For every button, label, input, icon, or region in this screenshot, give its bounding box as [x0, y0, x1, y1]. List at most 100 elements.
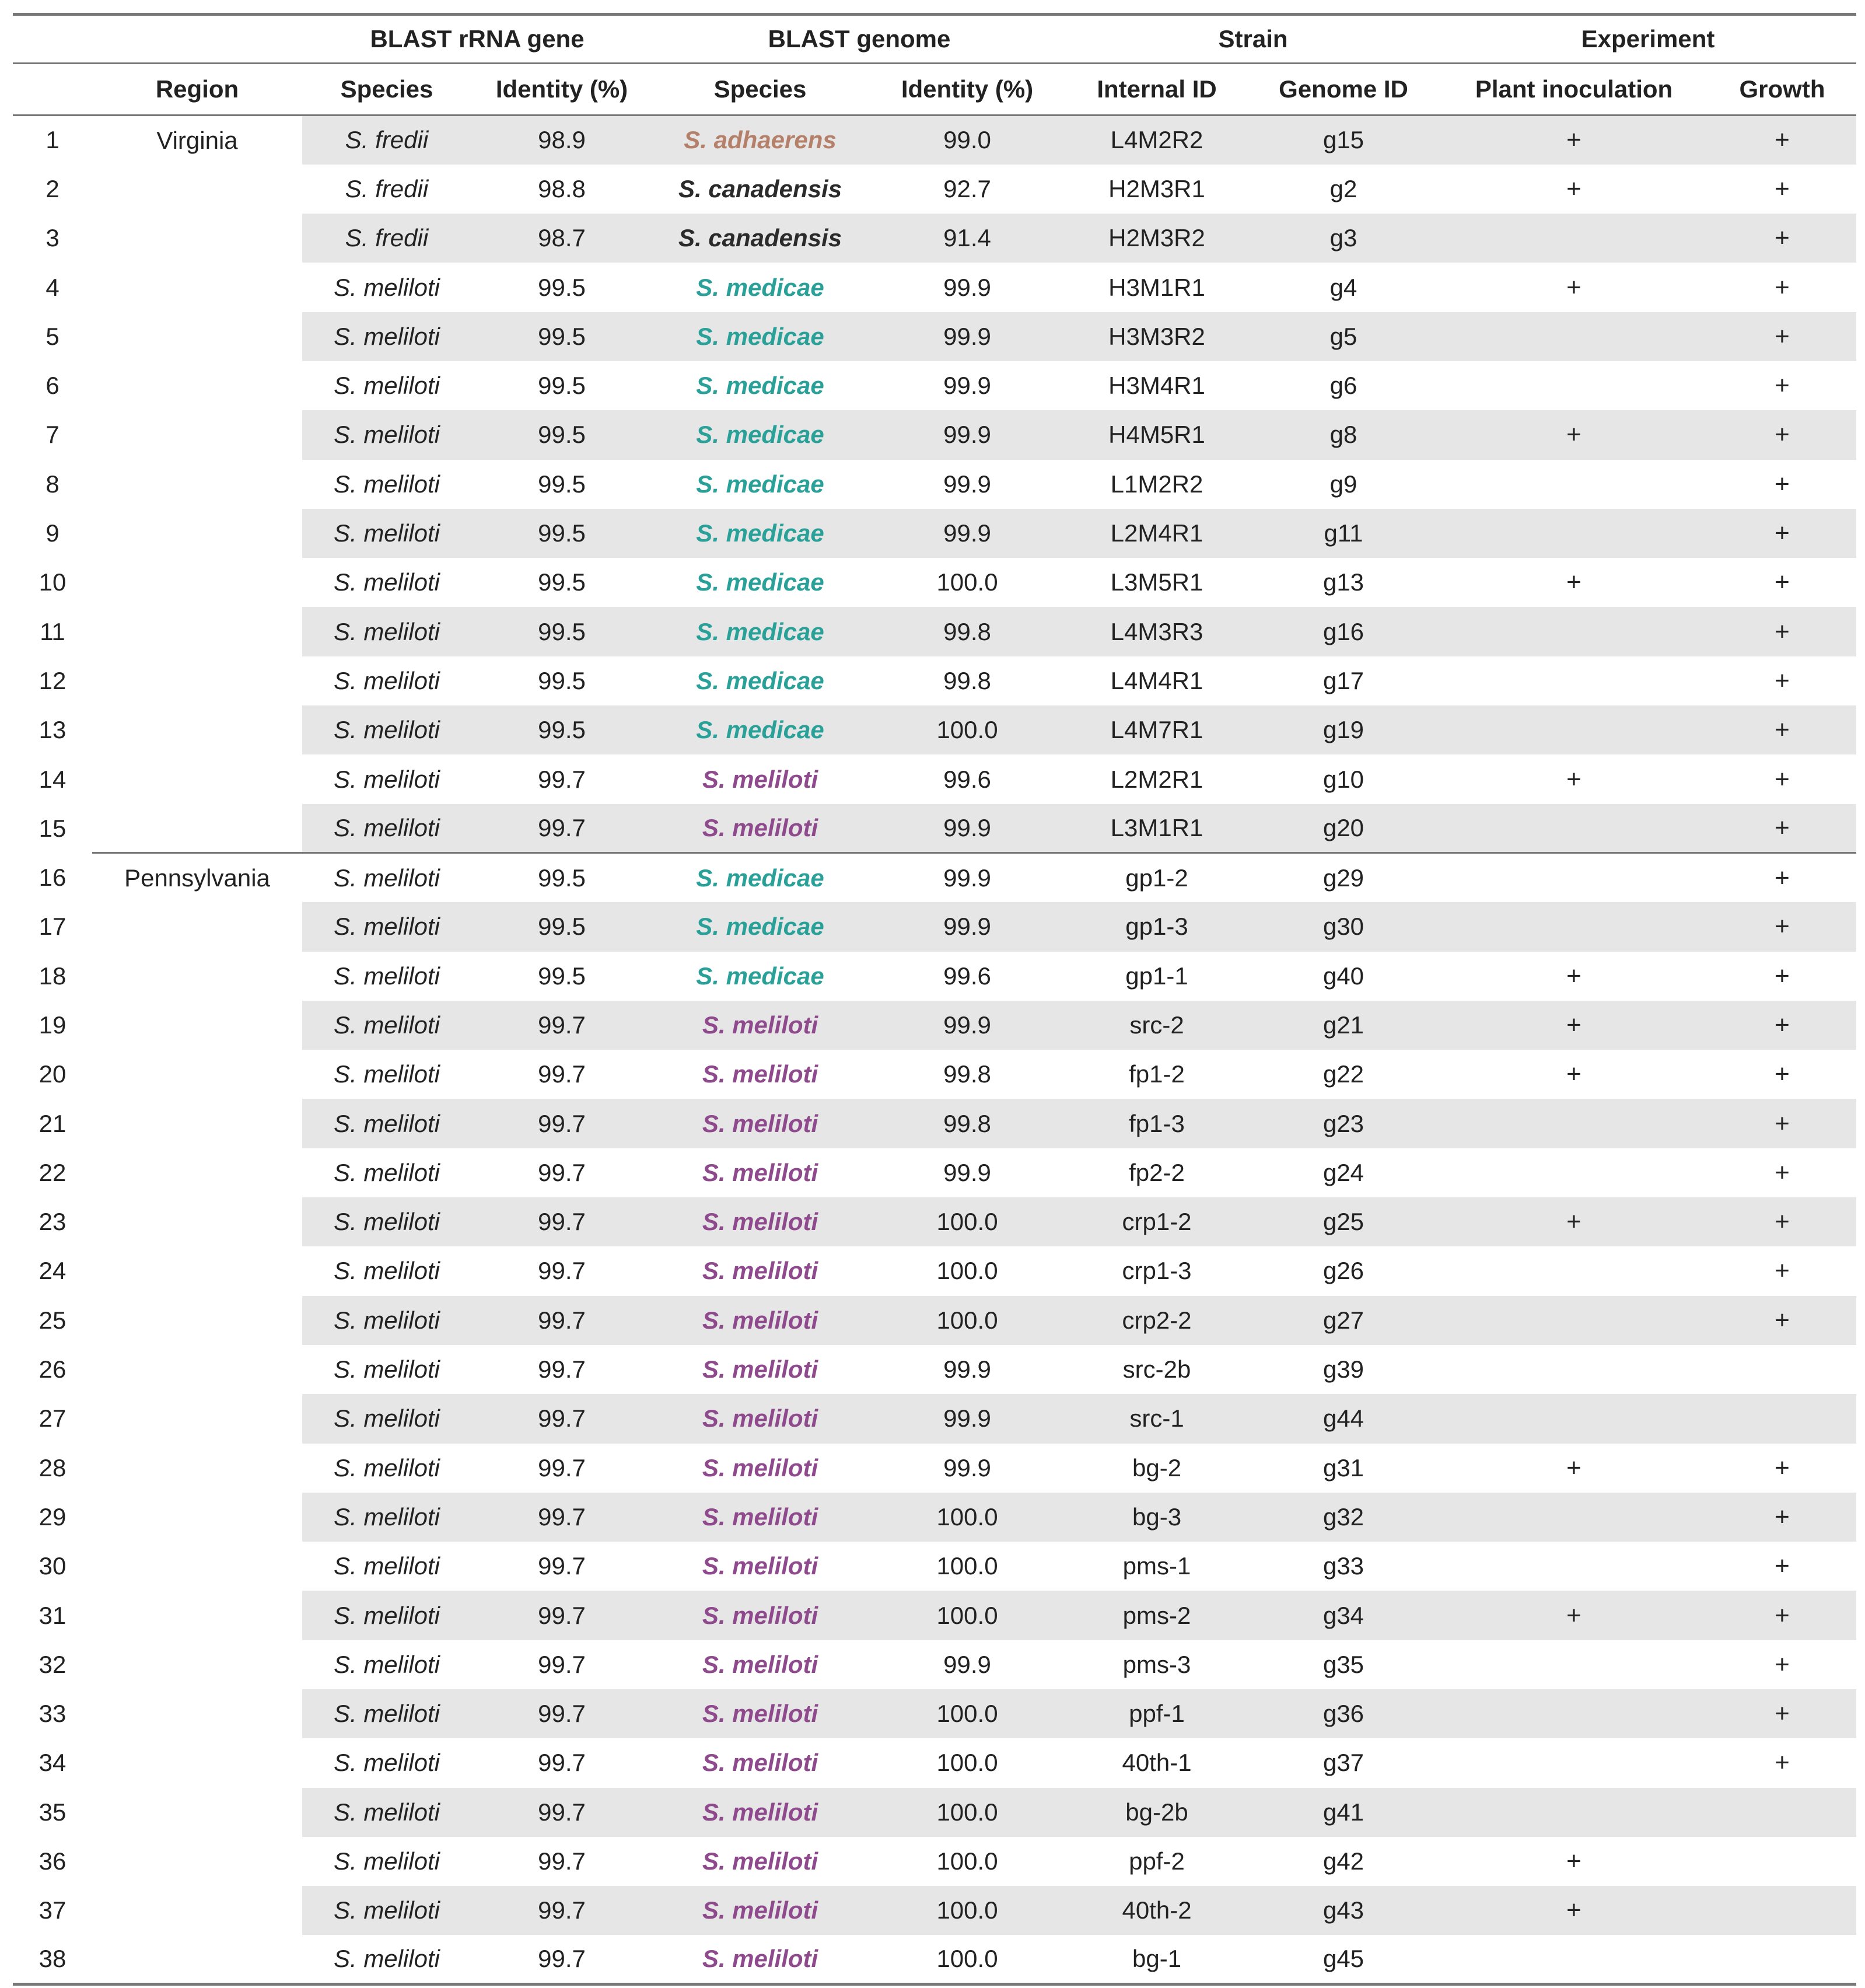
header-rrna-identity: Identity (%)	[471, 62, 653, 116]
growth: +	[1775, 1748, 1790, 1777]
genome-id: g43	[1247, 1886, 1440, 1935]
genome-identity: 99.8	[868, 607, 1067, 656]
genome-identity: 100.0	[936, 568, 998, 596]
rrna-species: S. meliloti	[302, 607, 471, 656]
plant-inoculation	[1440, 1738, 1708, 1787]
plant-inoculation: +	[1566, 272, 1581, 302]
genome-species: S. meliloti	[652, 1787, 869, 1837]
genome-species: S. meliloti	[702, 1454, 818, 1482]
genome-species: S. meliloti	[652, 1099, 869, 1148]
genome-id: g25	[1247, 1197, 1440, 1247]
header-group-rrna: BLAST rRNA gene	[302, 13, 653, 64]
growth: +	[1708, 1197, 1857, 1247]
row-number: 19	[39, 1011, 67, 1039]
plant-inoculation	[1440, 1689, 1709, 1739]
rrna-identity: 99.7	[538, 1158, 586, 1186]
plant-inoculation: +	[1440, 410, 1709, 460]
row-number: 30	[39, 1552, 67, 1580]
table-row: 27 S. meliloti 99.7 S. meliloti 99.9 src-1 g44	[13, 1394, 1857, 1444]
genome-identity: 100.0	[936, 1257, 998, 1285]
internal-id: bg-3	[1066, 1492, 1248, 1542]
rrna-identity: 99.7	[538, 765, 586, 793]
plant-inoculation	[1440, 803, 1709, 853]
genome-id: g39	[1322, 1355, 1364, 1383]
rrna-species: S. meliloti	[302, 803, 471, 853]
growth: +	[1708, 705, 1857, 755]
genome-identity: 100.0	[868, 1689, 1067, 1739]
rrna-identity: 99.5	[538, 962, 586, 990]
rrna-species: S. meliloti	[302, 1787, 471, 1837]
rrna-identity: 99.5	[471, 508, 653, 558]
genome-identity: 99.9	[943, 273, 991, 301]
row-number: 9	[46, 519, 60, 547]
genome-identity: 99.9	[943, 1355, 991, 1383]
growth: +	[1775, 1650, 1790, 1679]
rrna-species: S. fredii	[302, 115, 471, 165]
internal-id: gp1-3	[1066, 902, 1248, 952]
rrna-species: S. meliloti	[302, 1394, 471, 1444]
internal-id: pms-3	[1122, 1650, 1191, 1678]
growth	[1708, 1394, 1857, 1444]
genome-species: S. medicae	[652, 410, 869, 460]
genome-id: g9	[1329, 470, 1357, 498]
plant-inoculation: +	[1566, 568, 1581, 597]
genome-identity: 99.9	[943, 1650, 991, 1678]
internal-id: L2M2R1	[1110, 765, 1203, 793]
table-row: 3 S. fredii 98.7 S. canadensis 91.4 H2M3R2 g3 +	[13, 214, 1857, 263]
row-number: 38	[13, 1935, 92, 1986]
rrna-identity: 99.5	[471, 902, 653, 952]
rrna-identity: 99.7	[471, 1000, 653, 1050]
genome-identity: 100.0	[868, 1886, 1067, 1935]
rrna-identity: 99.7	[538, 1257, 586, 1285]
growth: +	[1708, 1689, 1857, 1739]
internal-id: ppf-2	[1129, 1847, 1185, 1875]
rrna-identity: 99.7	[538, 1355, 586, 1383]
plant-inoculation	[1440, 1492, 1709, 1542]
genome-species: S. meliloti	[702, 1552, 818, 1580]
rrna-identity: 99.7	[471, 1394, 653, 1444]
internal-id: L2M4R1	[1066, 508, 1248, 558]
rrna-species: S. meliloti	[302, 1591, 471, 1640]
growth: +	[1775, 1158, 1790, 1187]
row-number: 7	[46, 421, 60, 449]
rrna-identity: 99.7	[471, 803, 653, 853]
table-row: 16 Pennsylvania S. meliloti 99.5 S. medicae 9…	[13, 852, 1857, 1986]
plant-inoculation: +	[1566, 1060, 1581, 1089]
internal-id: fp2-2	[1129, 1158, 1185, 1186]
genome-id: g34	[1247, 1591, 1440, 1640]
rrna-identity: 99.7	[538, 1552, 586, 1580]
internal-id: L1M2R2	[1110, 470, 1203, 498]
table-row: 1 Virginia S. fredii 98.9 S. adhaerens 99.0 L4…	[13, 115, 1857, 165]
genome-species: S. meliloti	[652, 1689, 869, 1739]
table-row: 33 S. meliloti 99.7 S. meliloti 100.0 ppf-1 g3…	[13, 1689, 1857, 1739]
genome-id: g23	[1247, 1099, 1440, 1148]
internal-id: fp1-3	[1066, 1099, 1248, 1148]
genome-species: S. meliloti	[652, 1492, 869, 1542]
growth: +	[1708, 1000, 1857, 1050]
rrna-identity: 99.7	[471, 1886, 653, 1935]
genome-species: S. meliloti	[652, 1935, 869, 1986]
table-row: 12 S. meliloti 99.5 S. medicae 99.8 L4M4R1 g17…	[13, 656, 1856, 705]
region-cell: Pennsylvania	[92, 852, 302, 1986]
table-row: 25 S. meliloti 99.7 S. meliloti 100.0 crp2-2 g…	[13, 1295, 1857, 1345]
genome-identity: 99.8	[943, 666, 991, 694]
internal-id: H4M5R1	[1066, 410, 1248, 460]
genome-id: g6	[1329, 372, 1357, 400]
genome-identity: 99.9	[868, 1000, 1067, 1050]
genome-species: S. meliloti	[702, 1060, 818, 1088]
growth: +	[1775, 1453, 1790, 1482]
growth	[1708, 1345, 1856, 1394]
row-number: 28	[39, 1454, 67, 1482]
internal-id: pms-2	[1066, 1591, 1248, 1640]
plant-inoculation	[1440, 214, 1709, 263]
row-number: 37	[39, 1896, 67, 1924]
genome-species: S. meliloti	[652, 1000, 869, 1050]
genome-identity: 99.9	[868, 852, 1067, 903]
genome-species: S. meliloti	[702, 1355, 818, 1383]
genome-species: S. canadensis	[678, 174, 842, 202]
rrna-species: S. meliloti	[302, 1197, 471, 1247]
rrna-identity: 99.7	[471, 1197, 653, 1247]
growth: +	[1775, 371, 1790, 400]
row-number: 17	[39, 913, 67, 941]
table-row: 29 S. meliloti 99.7 S. meliloti 100.0 bg-3 g32…	[13, 1492, 1857, 1542]
